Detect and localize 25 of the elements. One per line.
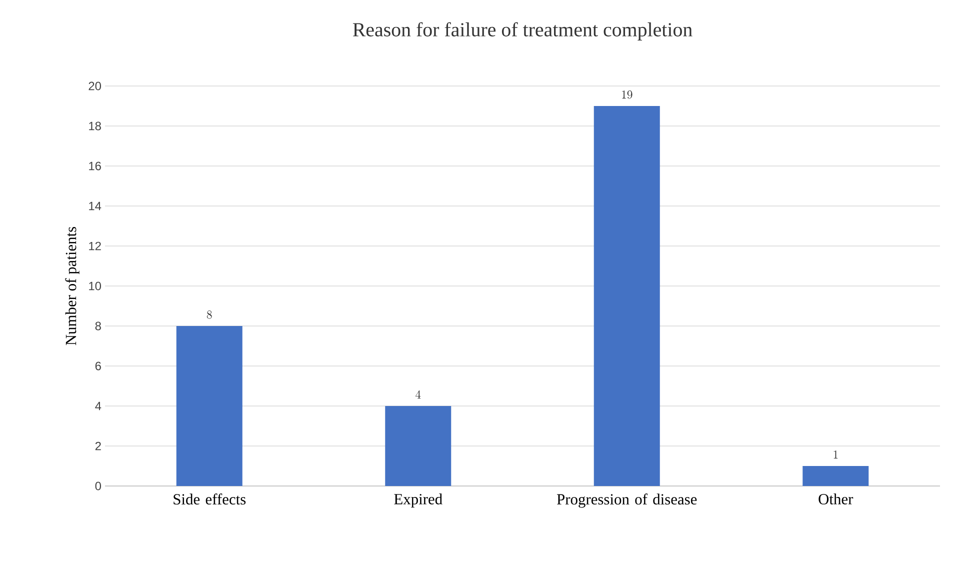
y-tick-label: 6 bbox=[95, 362, 101, 370]
bar bbox=[802, 466, 869, 486]
y-tick-label: 10 bbox=[89, 282, 102, 290]
y-tick-label: 2 bbox=[95, 442, 101, 450]
y-tick-label: 20 bbox=[88, 82, 102, 90]
data-label: 1 bbox=[834, 450, 838, 458]
x-tick-label: Other bbox=[818, 494, 854, 504]
y-tick-label: 8 bbox=[95, 322, 101, 330]
y-tick-label: 16 bbox=[89, 162, 101, 170]
y-tick-label: 12 bbox=[89, 242, 101, 250]
x-tick-label: Expired bbox=[394, 494, 442, 508]
y-tick-label: 18 bbox=[89, 122, 101, 130]
data-label: 8 bbox=[206, 310, 212, 319]
chart-title: Reason for failure of treatment completion bbox=[352, 22, 692, 40]
x-tick-label: Side effects bbox=[174, 494, 246, 505]
y-tick-label: 4 bbox=[95, 402, 102, 410]
y-axis-title: Number of patients bbox=[65, 226, 80, 346]
x-tick-label: Progression of disease bbox=[556, 494, 697, 508]
data-label: 19 bbox=[622, 90, 632, 99]
bar bbox=[176, 326, 242, 486]
y-tick-label: 0 bbox=[95, 482, 102, 490]
bar bbox=[594, 106, 660, 486]
bar bbox=[385, 406, 452, 486]
data-label: 4 bbox=[416, 390, 421, 398]
y-tick-label: 14 bbox=[89, 202, 102, 210]
